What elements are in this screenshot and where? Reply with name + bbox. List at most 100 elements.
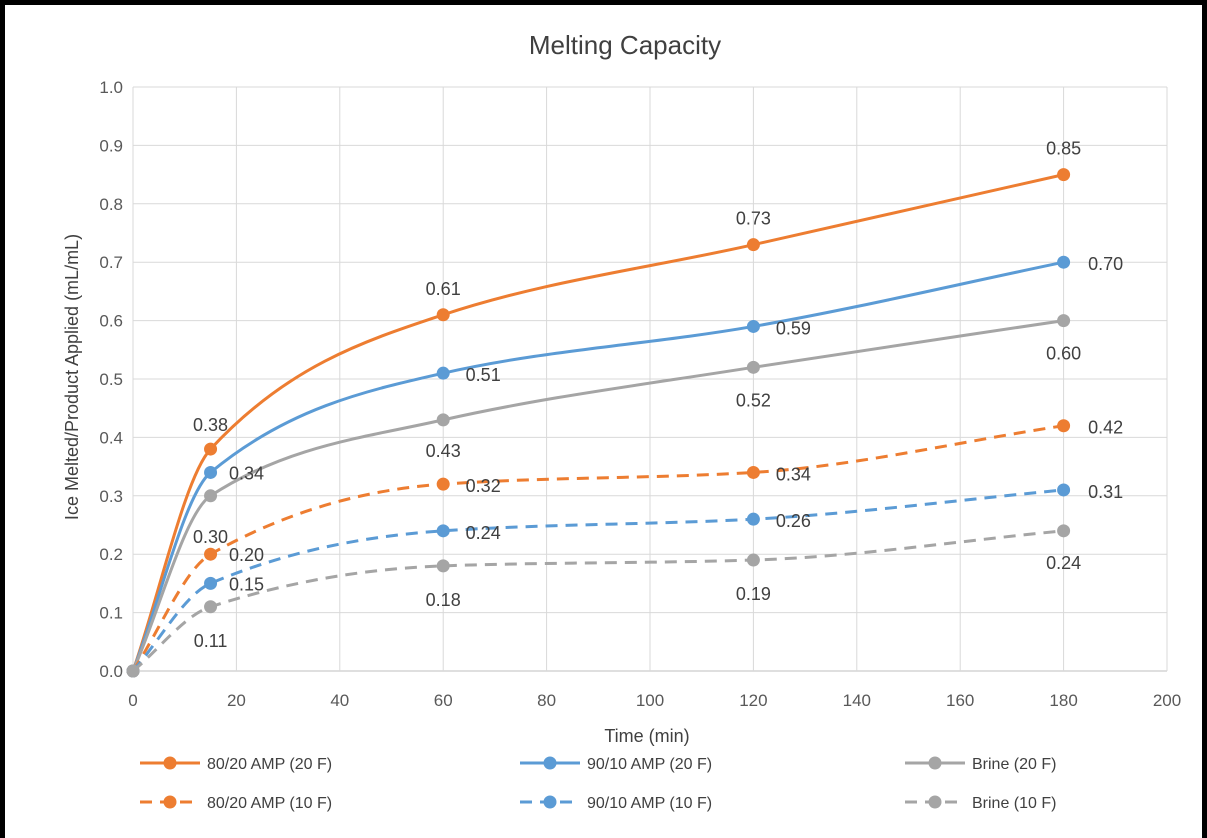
data-label: 0.24 <box>466 523 501 543</box>
x-tick-label: 200 <box>1153 691 1181 710</box>
series-line <box>131 424 1064 672</box>
data-point <box>746 238 760 252</box>
data-point <box>1057 314 1071 328</box>
data-point <box>204 600 218 614</box>
data-label: 0.73 <box>736 209 771 229</box>
data-label: 0.18 <box>426 590 461 610</box>
y-tick-label: 0.9 <box>99 136 123 155</box>
data-point <box>204 576 218 590</box>
legend: 80/20 AMP (20 F) 90/10 AMP (20 F) Brine (2… <box>140 756 1056 812</box>
y-tick-label: 0.2 <box>99 545 123 564</box>
series-1 <box>126 168 1071 678</box>
data-label: 0.34 <box>776 464 811 484</box>
series-line <box>132 529 1064 673</box>
data-label: 0.70 <box>1088 254 1123 274</box>
x-tick-label: 140 <box>843 691 871 710</box>
data-label: 0.61 <box>426 279 461 299</box>
y-tick-label: 0.8 <box>99 195 123 214</box>
x-tick-label: 60 <box>434 691 453 710</box>
data-point <box>1057 524 1071 538</box>
legend-item: 80/20 AMP (10 F) <box>140 795 332 812</box>
series-line <box>131 488 1064 672</box>
legend-swatch-marker <box>543 756 557 770</box>
data-label: 0.42 <box>1088 418 1123 438</box>
x-tick-label: 180 <box>1049 691 1077 710</box>
series-line <box>131 173 1064 672</box>
data-label: 0.60 <box>1046 344 1081 364</box>
data-point <box>204 465 218 479</box>
data-point <box>204 442 218 456</box>
legend-swatch-marker <box>163 795 177 809</box>
data-label: 0.20 <box>229 545 264 565</box>
data-point <box>436 559 450 573</box>
data-label: 0.38 <box>193 415 228 435</box>
data-point <box>746 360 760 374</box>
series-4 <box>126 419 1071 678</box>
data-label: 0.43 <box>426 441 461 461</box>
legend-label: 90/10 AMP (20 F) <box>587 756 712 773</box>
legend-label: Brine (20 F) <box>972 756 1056 773</box>
legend-swatch-marker <box>928 795 942 809</box>
y-tick-label: 0.6 <box>99 312 123 331</box>
data-label: 0.51 <box>466 365 501 385</box>
legend-label: Brine (10 F) <box>972 795 1056 812</box>
data-label: 0.26 <box>776 511 811 531</box>
y-tick-label: 0.5 <box>99 370 123 389</box>
y-tick-label: 0.1 <box>99 604 123 623</box>
x-tick-label: 120 <box>739 691 767 710</box>
x-tick-label: 40 <box>330 691 349 710</box>
data-point <box>746 553 760 567</box>
data-point <box>1057 419 1071 433</box>
legend-swatch-marker <box>928 756 942 770</box>
y-tick-label: 1.0 <box>99 78 123 97</box>
data-label: 0.34 <box>229 463 264 483</box>
legend-item: 90/10 AMP (10 F) <box>520 795 712 812</box>
legend-item: 90/10 AMP (20 F) <box>520 756 712 773</box>
data-point <box>1057 255 1071 269</box>
y-axis-label: Ice Melted/Product Applied (mL/mL) <box>62 234 82 520</box>
data-point <box>126 664 140 678</box>
data-label: 0.31 <box>1088 482 1123 502</box>
y-tick-label: 0.7 <box>99 253 123 272</box>
data-point <box>1057 483 1071 497</box>
data-point <box>436 308 450 322</box>
series-lines <box>126 168 1071 678</box>
data-label: 0.24 <box>1046 553 1081 573</box>
data-point <box>746 512 760 526</box>
legend-item: Brine (20 F) <box>905 756 1056 773</box>
legend-item: Brine (10 F) <box>905 795 1056 812</box>
x-axis-ticks: 0 20 40 60 80 100 120 140 160 180 200 <box>128 691 1181 710</box>
x-tick-label: 20 <box>227 691 246 710</box>
series-line <box>131 260 1064 672</box>
y-axis-ticks: 0.0 0.1 0.2 0.3 0.4 0.5 0.6 0.7 0.8 0.9 1.0 <box>99 78 123 681</box>
data-labels: 0.38 0.61 0.73 0.85 0.34 0.51 0.59 0.70 0.30 0.43… <box>193 139 1123 651</box>
series-6 <box>126 524 1071 678</box>
data-label: 0.15 <box>229 574 264 594</box>
data-point <box>436 477 450 491</box>
legend-item: 80/20 AMP (20 F) <box>140 756 332 773</box>
gridlines <box>132 86 1168 672</box>
x-axis-label: Time (min) <box>604 726 689 746</box>
data-point <box>204 547 218 561</box>
data-label: 0.11 <box>194 631 228 651</box>
series-line <box>131 319 1064 672</box>
data-point <box>746 319 760 333</box>
x-tick-label: 160 <box>946 691 974 710</box>
y-tick-label: 0.4 <box>99 428 123 447</box>
data-label: 0.59 <box>776 318 811 338</box>
data-label: 0.52 <box>736 390 771 410</box>
data-label: 0.85 <box>1046 139 1081 159</box>
series-5 <box>126 483 1071 678</box>
x-tick-label: 100 <box>636 691 664 710</box>
data-label: 0.19 <box>736 584 771 604</box>
data-point <box>436 366 450 380</box>
y-tick-label: 0.0 <box>99 662 123 681</box>
x-tick-label: 80 <box>537 691 556 710</box>
legend-label: 90/10 AMP (10 F) <box>587 795 712 812</box>
y-tick-label: 0.3 <box>99 487 123 506</box>
x-tick-label: 0 <box>128 691 137 710</box>
data-point <box>436 413 450 427</box>
data-point <box>204 489 218 503</box>
data-label: 0.30 <box>193 527 228 547</box>
